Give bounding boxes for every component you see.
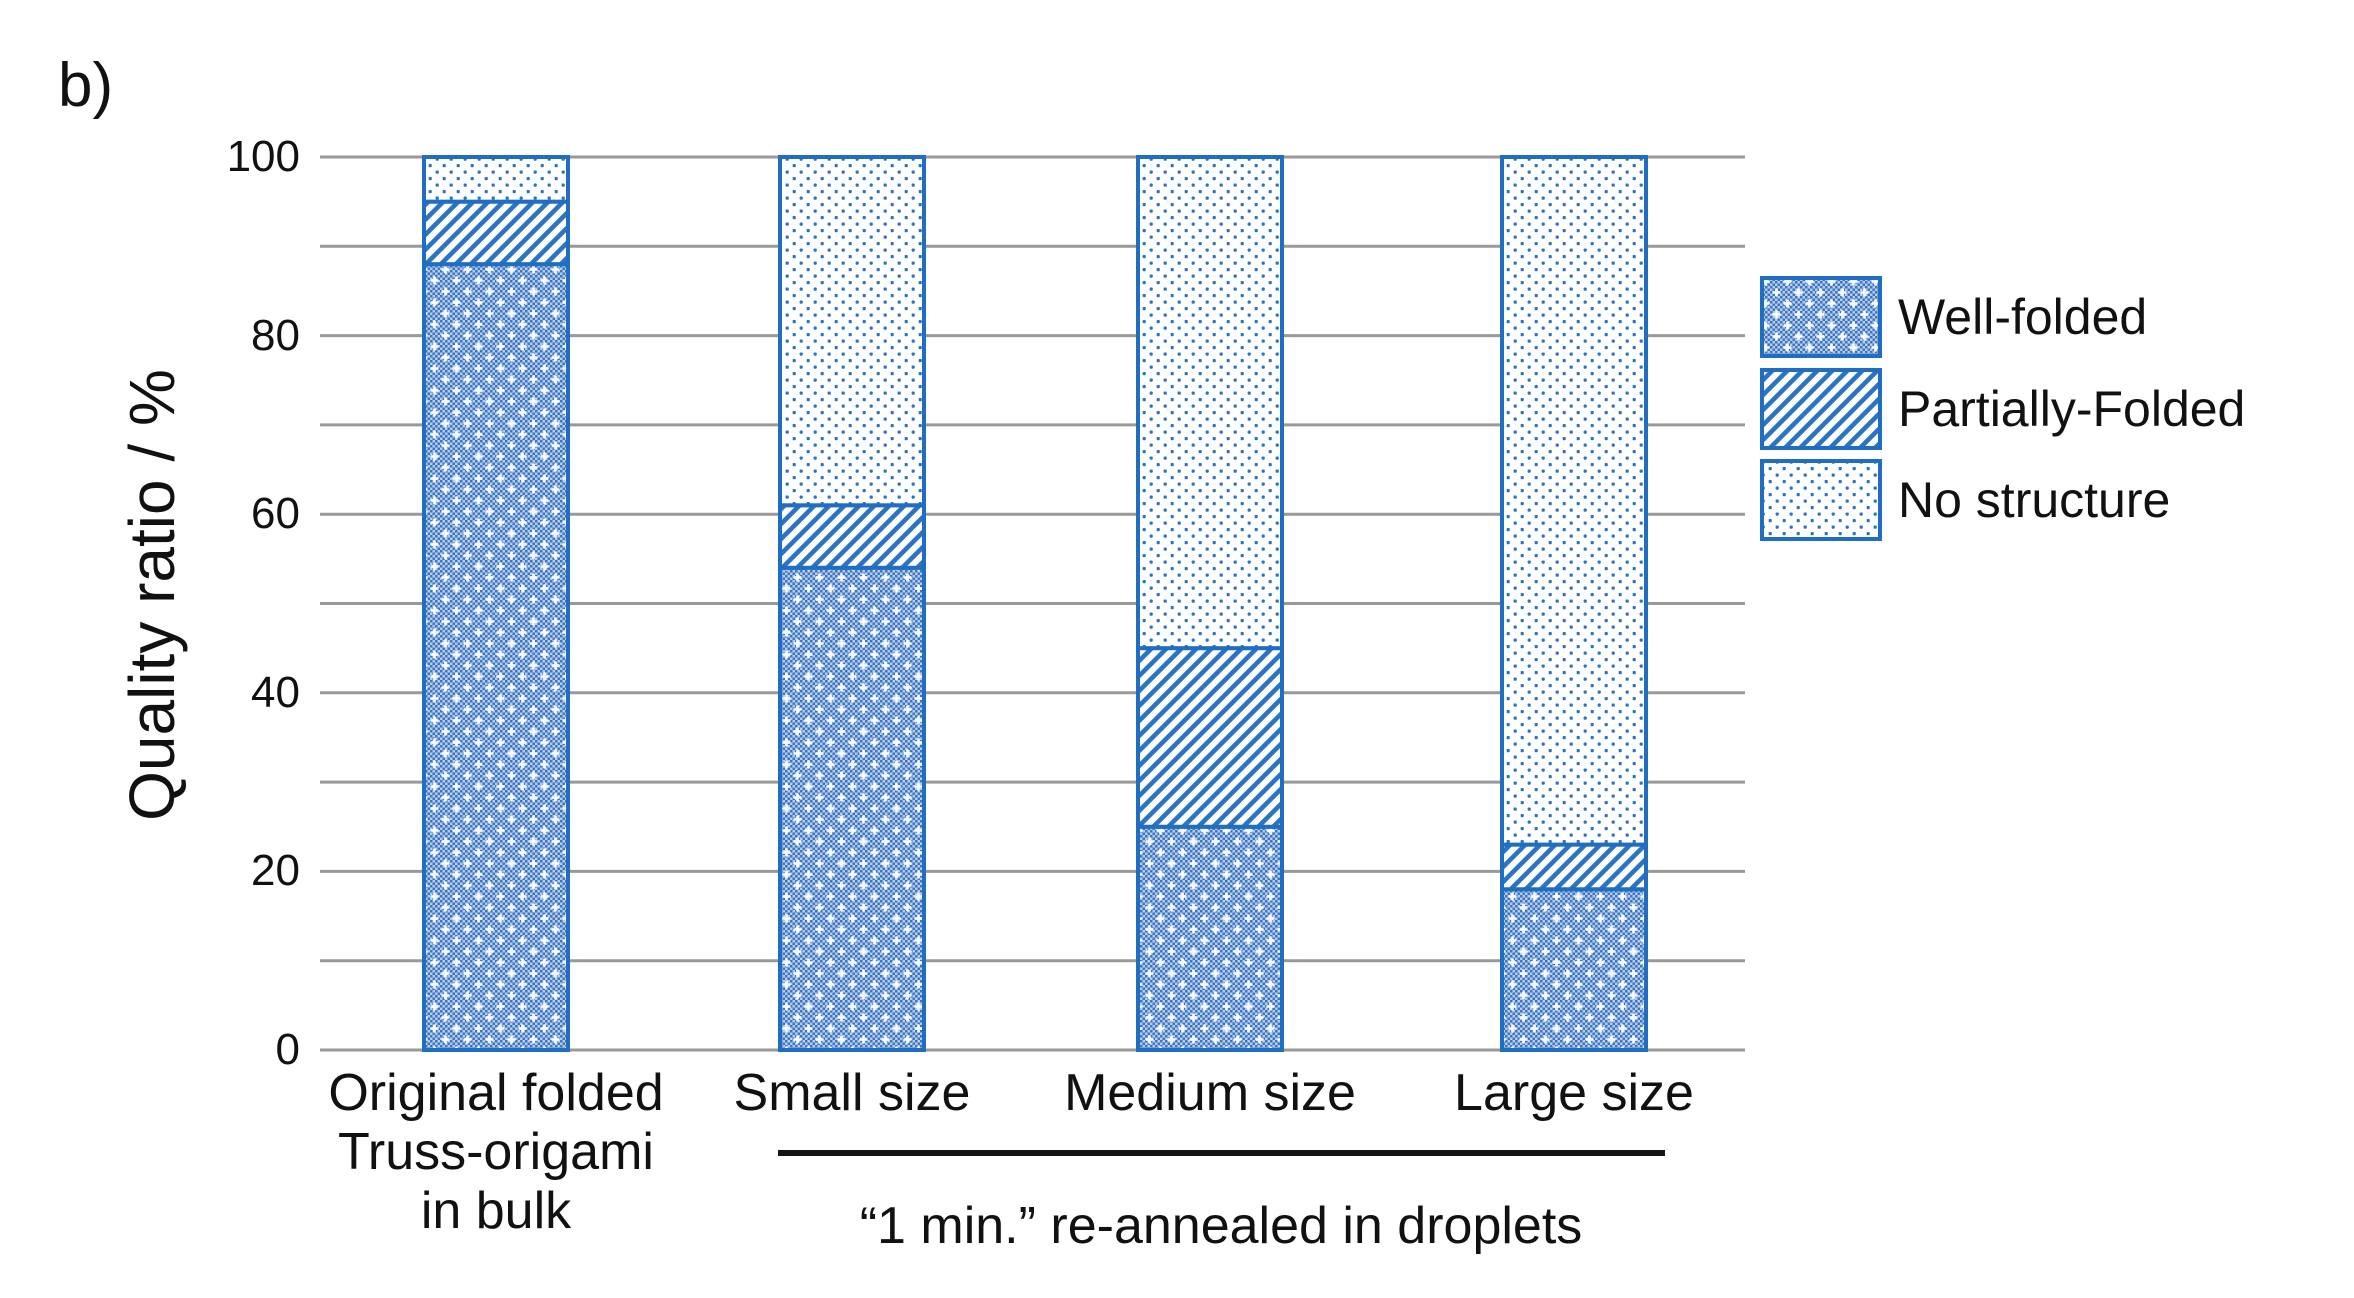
legend-item-well-folded: Well-folded (1760, 276, 2147, 358)
bar-segment-border (778, 155, 926, 508)
bar-segment-well-folded (1138, 826, 1282, 1050)
bar-segment-partially-folded (1138, 648, 1282, 827)
y-tick-label: 20 (251, 846, 300, 896)
legend-label: Well-folded (1898, 289, 2148, 345)
bar-segment-partially-folded (780, 505, 924, 568)
y-tick-label: 80 (251, 310, 300, 360)
bar-segment-no-structure (424, 157, 568, 202)
panel-label: b) (58, 51, 114, 120)
bars (422, 155, 1648, 1053)
bar-segment-no-structure (1138, 157, 1282, 649)
y-tick-label: 100 (226, 132, 300, 181)
legend-label: No structure (1898, 472, 2171, 528)
category-label: Original folded Truss-origami in bulk (328, 1064, 664, 1240)
y-tick-label: 0 (275, 1025, 300, 1074)
y-axis-title: Quality ratio / % (116, 369, 188, 821)
category-label: Small size (733, 1064, 971, 1122)
bar-segment-well-folded (780, 567, 924, 1050)
y-tick-label: 40 (251, 667, 300, 717)
bar-segment-well-folded (424, 264, 568, 1050)
bar-segment-partially-folded (424, 201, 568, 265)
legend-swatch-well-folded-icon (1760, 276, 1882, 358)
legend-item-no-structure: No structure (1760, 459, 2170, 541)
legend-item-partially-folded: Partially-Folded (1760, 368, 2245, 450)
bar-segment-border (1136, 155, 1284, 651)
category-label: Large size (1454, 1064, 1694, 1122)
group-bracket-line (778, 1150, 1665, 1156)
group-annotation: “1 min.” re-annealed in droplets (859, 1197, 1583, 1255)
y-tick-label: 60 (251, 489, 300, 539)
legend-swatch-no-structure-icon (1760, 459, 1882, 541)
bar-segment-border (422, 155, 570, 204)
bar-segment-no-structure (1502, 157, 1646, 845)
legend-label: Partially-Folded (1898, 381, 2246, 437)
category-label: Medium size (1064, 1064, 1356, 1122)
bar-segment-no-structure (780, 157, 924, 506)
legend-swatch-partially-folded-icon (1760, 368, 1882, 450)
bar-segment-well-folded (1502, 889, 1646, 1050)
bar-segment-border (1500, 155, 1648, 847)
bar-segment-partially-folded (1502, 844, 1646, 890)
